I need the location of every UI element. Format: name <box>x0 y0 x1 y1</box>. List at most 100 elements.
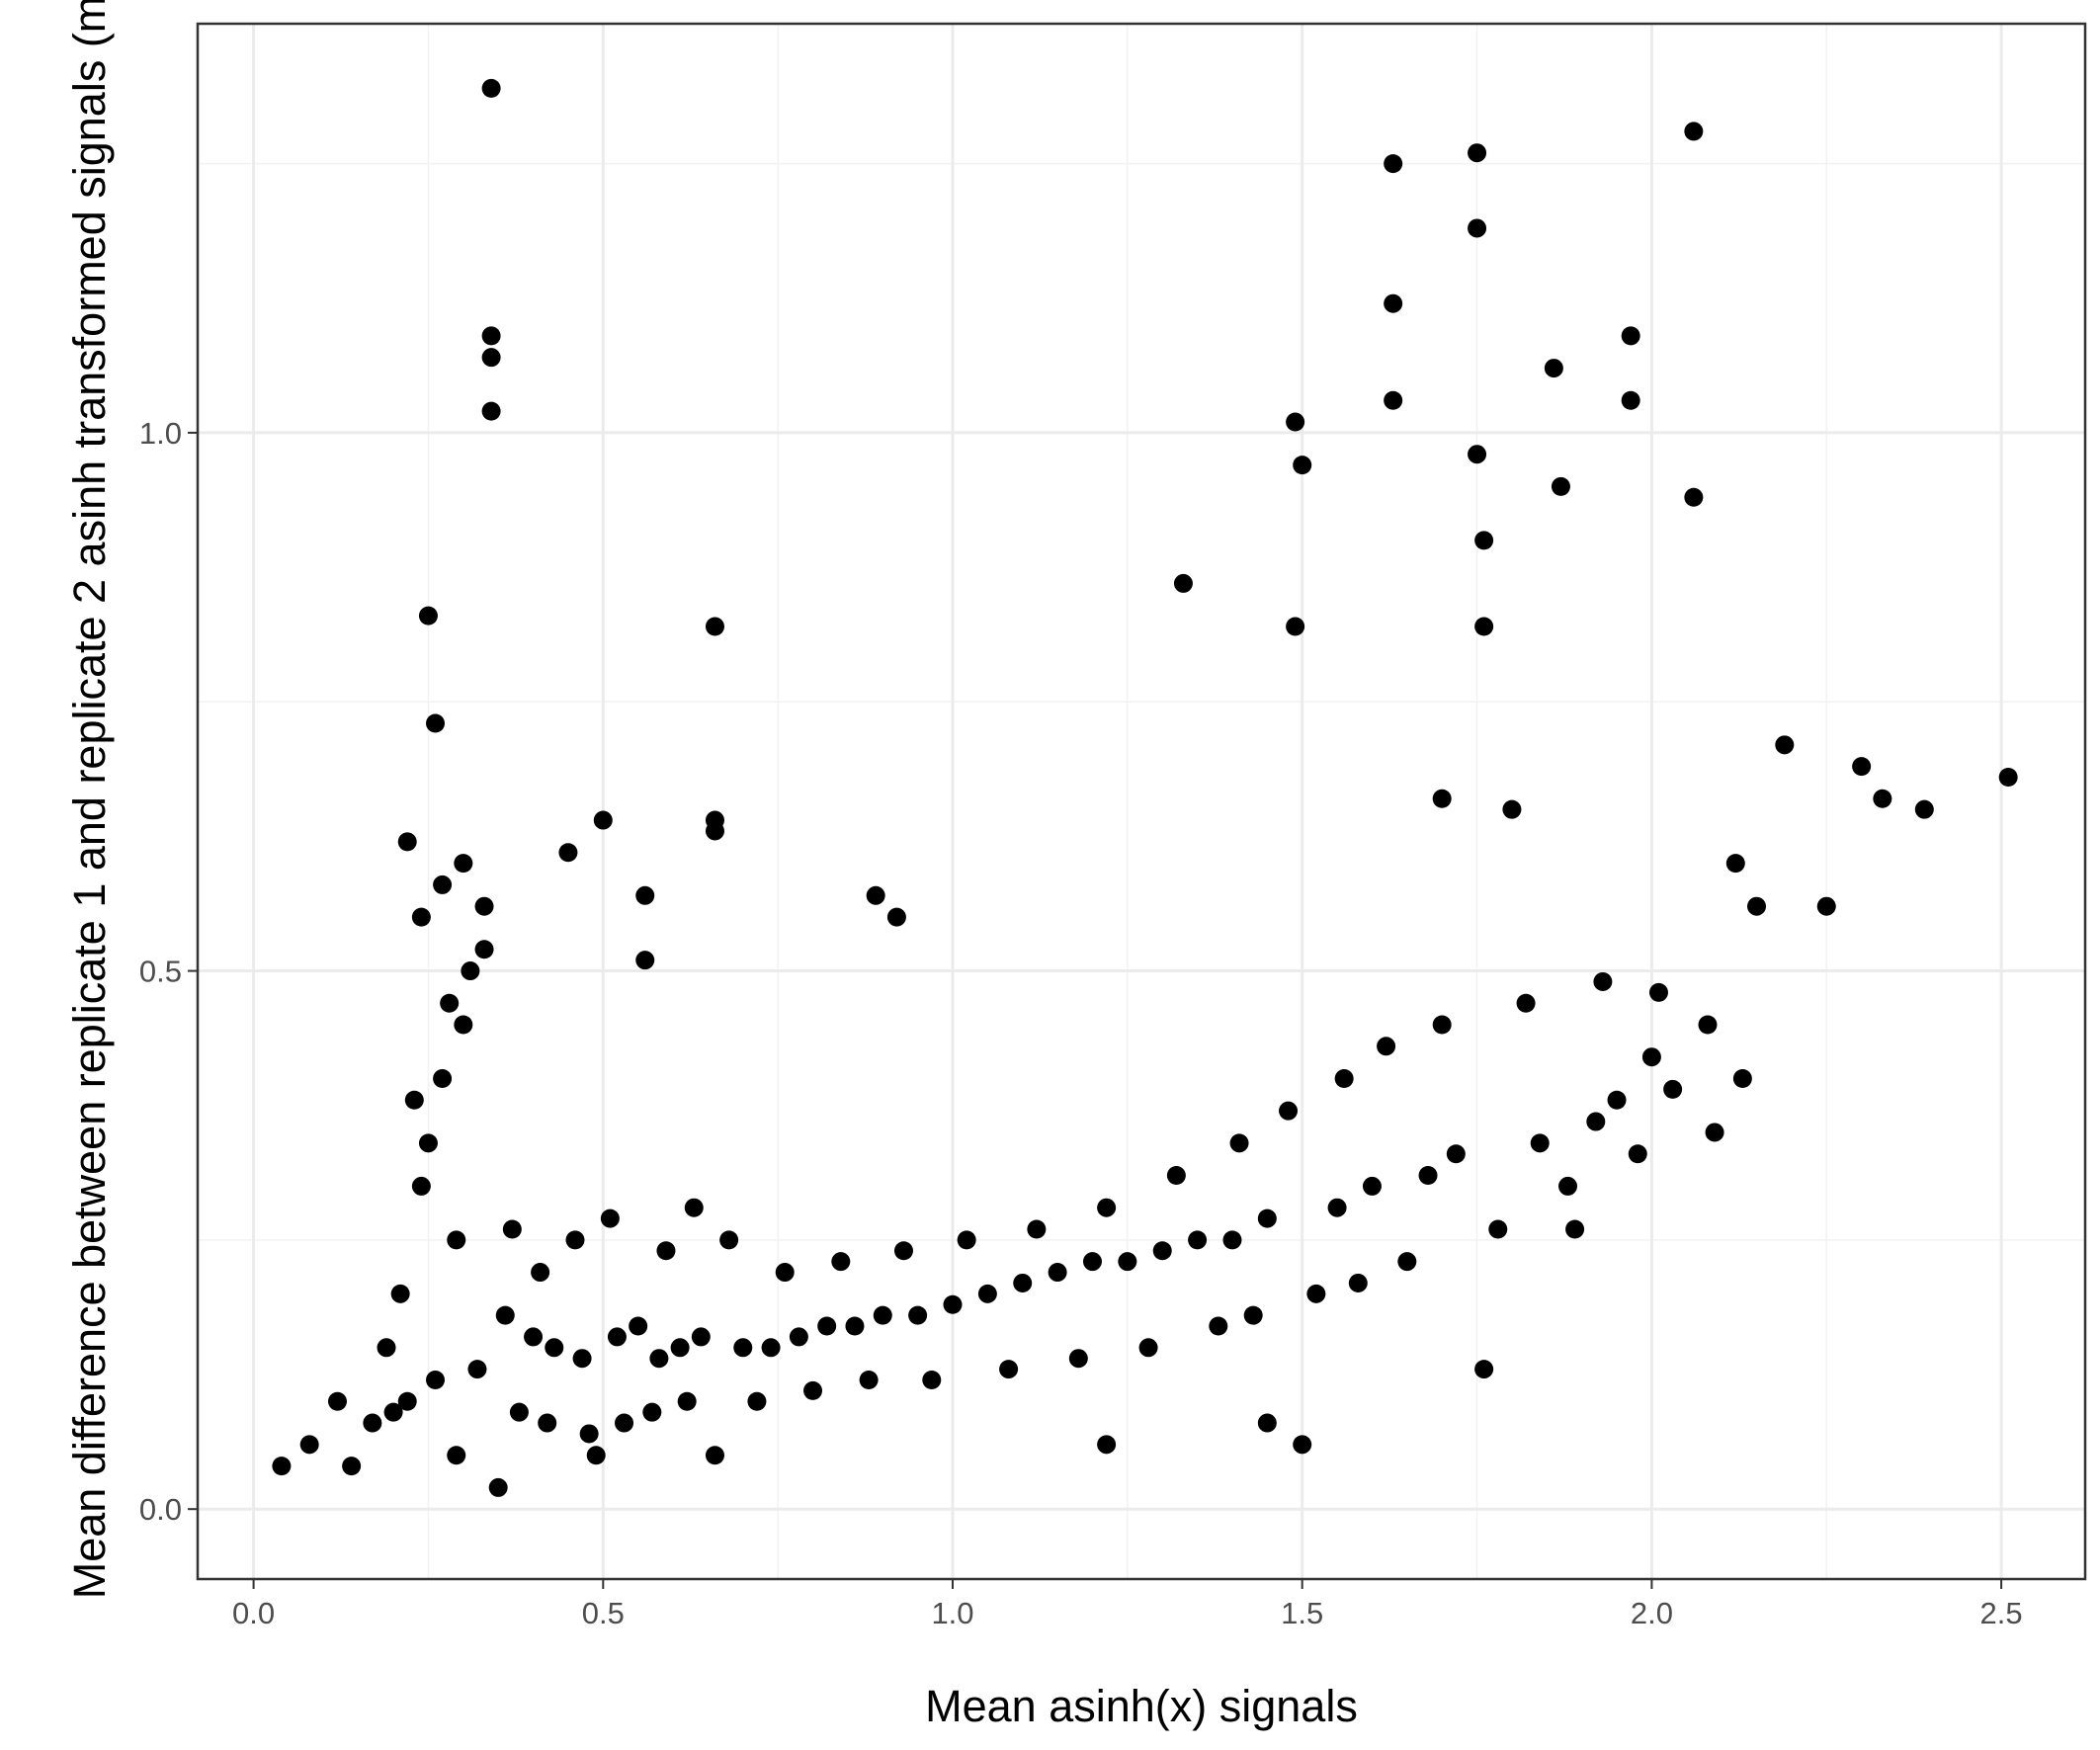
data-point <box>893 1241 913 1261</box>
data-point <box>272 1457 292 1476</box>
data-point <box>1621 390 1640 410</box>
data-point <box>803 1380 823 1400</box>
data-point <box>705 821 724 841</box>
data-point <box>509 1402 529 1422</box>
data-point <box>1663 1079 1683 1099</box>
data-point <box>342 1457 362 1476</box>
data-point <box>1747 896 1767 916</box>
data-point <box>377 1338 396 1358</box>
data-point <box>383 1402 403 1422</box>
data-point <box>886 907 906 927</box>
data-point <box>481 326 501 346</box>
data-point <box>922 1370 942 1389</box>
data-point <box>607 1327 627 1347</box>
data-point <box>426 1370 446 1389</box>
data-point <box>418 1133 438 1153</box>
data-point <box>656 1241 676 1261</box>
data-point <box>1118 1252 1137 1272</box>
data-point <box>1362 1176 1382 1196</box>
y-tick-label: 0.5 <box>139 955 182 989</box>
data-point <box>873 1305 892 1325</box>
y-tick-label: 0.0 <box>139 1492 182 1527</box>
data-point <box>705 1446 724 1465</box>
data-point <box>1474 531 1494 550</box>
data-point <box>943 1294 963 1314</box>
data-point <box>531 1263 550 1283</box>
data-point <box>1306 1284 1326 1303</box>
data-point <box>545 1338 564 1358</box>
data-point <box>845 1316 865 1336</box>
data-point <box>859 1370 879 1389</box>
data-point <box>1468 218 1487 238</box>
data-point <box>1173 573 1193 593</box>
data-point <box>327 1391 347 1411</box>
data-point <box>677 1391 697 1411</box>
data-point <box>397 1391 417 1411</box>
data-point <box>1243 1305 1263 1325</box>
data-point <box>705 617 724 636</box>
data-point <box>1468 143 1487 163</box>
data-point <box>1852 757 1872 777</box>
x-axis-title: Mean asinh(x) signals <box>925 1681 1358 1731</box>
data-point <box>1048 1263 1067 1283</box>
data-point <box>1279 1101 1299 1121</box>
data-point <box>1914 799 1934 819</box>
data-point <box>1565 1219 1585 1239</box>
data-point <box>1873 789 1892 808</box>
grid <box>198 24 2085 1579</box>
data-point <box>1384 154 1403 174</box>
data-point <box>691 1327 711 1347</box>
data-point <box>1327 1198 1347 1217</box>
data-point <box>411 907 431 927</box>
data-point <box>761 1338 781 1358</box>
data-point <box>418 606 438 625</box>
data-point <box>1648 982 1668 1002</box>
data-point <box>481 78 501 98</box>
data-point <box>1488 1219 1508 1239</box>
data-point <box>1558 1176 1578 1196</box>
data-point <box>1097 1198 1117 1217</box>
data-point <box>1286 412 1305 432</box>
data-point <box>831 1252 851 1272</box>
data-point <box>447 1446 466 1465</box>
data-point <box>593 810 613 830</box>
data-point <box>1166 1166 1186 1186</box>
data-point <box>565 1230 585 1250</box>
data-point <box>1377 1037 1396 1056</box>
data-point <box>957 1230 976 1250</box>
data-point <box>1551 476 1570 496</box>
x-tick-label: 2.0 <box>1631 1596 1673 1630</box>
data-point <box>447 1230 466 1250</box>
data-point <box>1384 390 1403 410</box>
data-point <box>1684 122 1704 141</box>
data-point <box>1607 1090 1627 1110</box>
data-point <box>524 1327 544 1347</box>
data-point <box>433 1068 453 1088</box>
data-point <box>1628 1144 1647 1164</box>
data-point <box>1502 799 1522 819</box>
data-point <box>474 940 494 959</box>
data-point <box>1725 854 1745 874</box>
data-point <box>1474 1360 1494 1379</box>
data-point <box>411 1176 431 1196</box>
data-point <box>579 1424 599 1444</box>
data-point <box>1384 293 1403 313</box>
data-point <box>1775 735 1795 755</box>
data-point <box>908 1305 928 1325</box>
data-point <box>1432 789 1452 808</box>
data-point <box>719 1230 739 1250</box>
data-point <box>1257 1208 1277 1228</box>
x-tick-label: 1.0 <box>931 1596 973 1630</box>
data-point <box>1446 1144 1466 1164</box>
data-point <box>1152 1241 1172 1261</box>
data-point <box>817 1316 837 1336</box>
data-point <box>1998 767 2018 787</box>
data-point <box>1468 445 1487 464</box>
data-point <box>775 1263 795 1283</box>
data-point <box>481 401 501 421</box>
data-point <box>1293 1435 1312 1455</box>
data-point <box>642 1402 662 1422</box>
data-point <box>1286 617 1305 636</box>
data-point <box>789 1327 808 1347</box>
